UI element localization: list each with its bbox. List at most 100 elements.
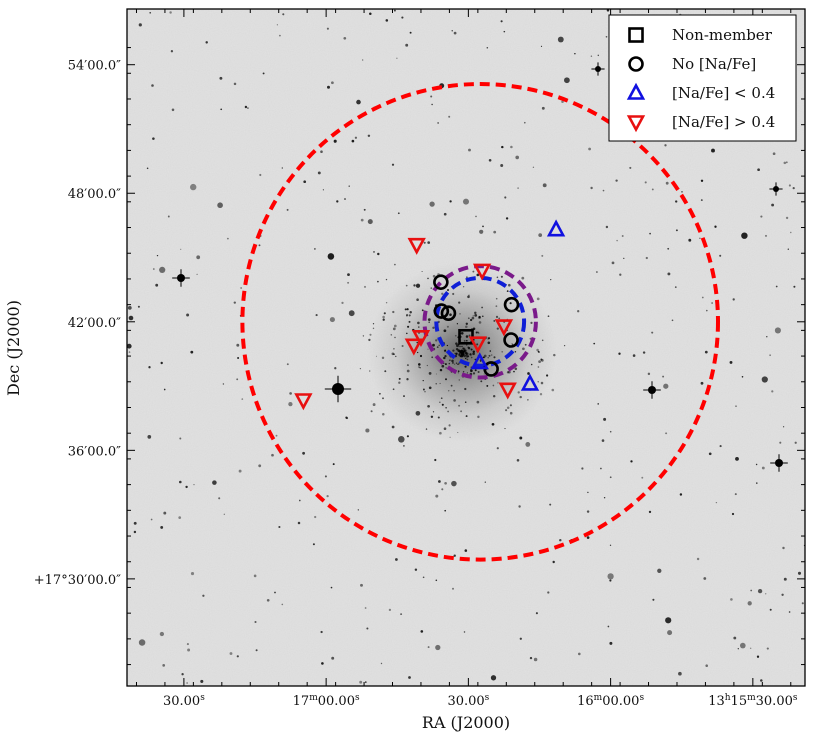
data-point-triangle-down	[404, 338, 424, 356]
field-star	[750, 647, 752, 649]
field-star	[519, 637, 522, 640]
field-stars	[127, 9, 805, 684]
cluster-star	[443, 329, 447, 333]
field-star	[276, 24, 278, 26]
cluster-star	[409, 310, 412, 314]
field-star	[540, 45, 543, 48]
field-star	[790, 231, 792, 234]
field-star	[801, 602, 804, 605]
field-star	[443, 212, 447, 216]
field-star	[788, 611, 791, 613]
field-star	[266, 598, 270, 602]
field-star	[159, 631, 165, 637]
field-star	[435, 494, 439, 498]
cluster-star	[441, 403, 444, 406]
cluster-star	[445, 367, 447, 369]
field-star	[408, 676, 411, 679]
field-star	[259, 173, 262, 177]
field-star	[205, 41, 208, 44]
field-star	[665, 617, 672, 624]
field-star	[797, 571, 802, 575]
legend-label: [Na/Fe] < 0.4	[672, 84, 775, 102]
field-star	[302, 451, 305, 455]
field-star	[388, 608, 392, 612]
field-star	[200, 679, 204, 683]
field-star	[160, 361, 163, 365]
field-star	[665, 432, 668, 435]
cluster-star	[470, 355, 472, 357]
cluster-star	[393, 353, 395, 355]
cluster-star	[474, 311, 477, 315]
tick-unit: s	[200, 693, 205, 703]
cluster-star	[430, 415, 434, 418]
cluster-star	[469, 353, 472, 356]
field-star	[533, 657, 538, 662]
cluster-star	[509, 411, 513, 415]
field-star	[427, 646, 430, 649]
field-star	[367, 219, 373, 225]
x-tick-label: 30.00s	[447, 693, 489, 709]
cluster-star	[478, 321, 482, 324]
field-star	[382, 397, 384, 400]
field-star	[537, 381, 539, 383]
field-star	[148, 366, 151, 369]
field-star	[362, 335, 365, 337]
field-star	[510, 145, 513, 149]
field-star	[398, 436, 405, 443]
cluster-star	[413, 284, 416, 287]
cluster-star	[458, 379, 461, 381]
field-star	[484, 481, 486, 483]
cluster-star	[428, 372, 432, 375]
field-star	[630, 460, 633, 463]
field-star	[359, 367, 362, 370]
field-star	[493, 230, 497, 234]
cluster-star	[427, 404, 430, 408]
field-star	[621, 235, 624, 237]
cluster-star	[472, 350, 476, 353]
field-star	[348, 310, 355, 317]
cluster-star	[444, 363, 447, 366]
field-star	[169, 11, 172, 14]
cluster-star	[487, 337, 491, 340]
field-star	[369, 12, 372, 16]
cluster-star	[483, 373, 485, 375]
cluster-star	[418, 363, 421, 366]
field-star	[333, 139, 337, 143]
field-star	[298, 499, 301, 502]
star-markers	[294, 219, 566, 411]
field-star	[607, 625, 610, 628]
field-star	[769, 354, 771, 356]
cluster-star	[421, 309, 424, 312]
field-star	[557, 36, 564, 43]
field-star	[708, 452, 712, 456]
field-star	[314, 515, 317, 519]
cluster-star	[455, 342, 458, 345]
cluster-star	[392, 327, 396, 331]
cluster-star	[466, 276, 468, 278]
field-star	[574, 52, 576, 55]
field-star	[401, 16, 404, 19]
cluster-star	[492, 394, 496, 398]
cluster-star	[430, 287, 433, 289]
field-star	[427, 241, 431, 244]
field-star	[180, 248, 182, 250]
field-star	[160, 525, 164, 529]
cluster-star	[428, 386, 432, 390]
field-star	[609, 430, 612, 433]
field-star	[382, 413, 385, 416]
field-star	[330, 586, 333, 589]
field-star	[297, 521, 301, 525]
field-star	[771, 390, 774, 393]
field-star	[327, 253, 335, 260]
field-star	[788, 184, 791, 187]
field-star	[757, 168, 760, 172]
field-star	[159, 266, 166, 274]
field-star	[688, 238, 692, 242]
field-star	[289, 392, 292, 395]
legend-marker-triangle-up	[626, 82, 646, 100]
field-star	[341, 301, 344, 305]
field-star	[711, 148, 715, 153]
field-star	[547, 591, 550, 594]
cluster-star	[382, 315, 385, 319]
cluster-star	[381, 356, 385, 360]
